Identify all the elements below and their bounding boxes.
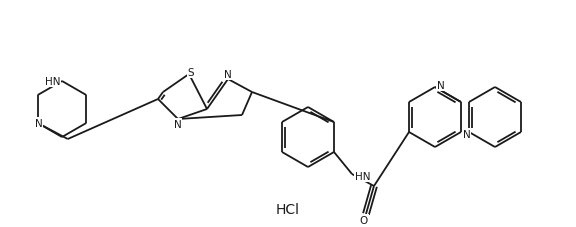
Text: N: N	[463, 129, 471, 139]
Text: S: S	[188, 68, 194, 78]
Text: N: N	[174, 119, 182, 129]
Text: N: N	[224, 70, 232, 80]
Text: HN: HN	[44, 77, 60, 87]
Text: N: N	[35, 118, 43, 128]
Text: N: N	[437, 81, 445, 91]
Text: HCl: HCl	[276, 202, 300, 216]
Text: O: O	[360, 215, 368, 225]
Text: HN: HN	[355, 171, 370, 181]
